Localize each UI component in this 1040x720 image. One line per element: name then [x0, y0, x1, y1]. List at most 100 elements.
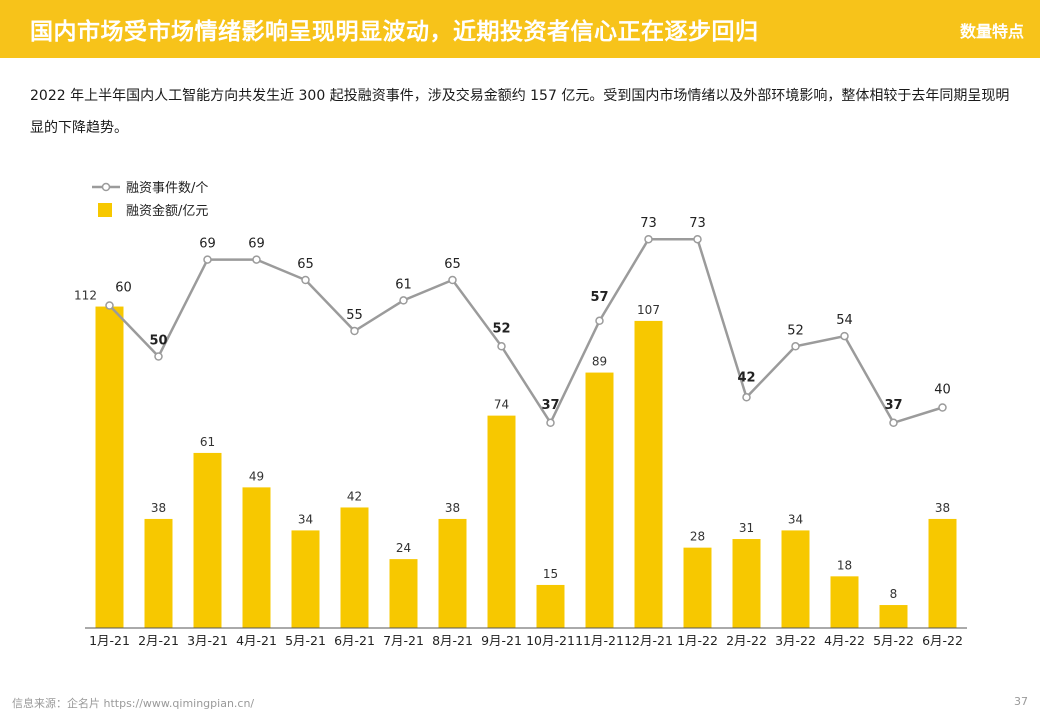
- line-point: [791, 342, 800, 351]
- line-point: [742, 393, 751, 402]
- bar: [536, 584, 565, 628]
- line-point: [595, 316, 604, 326]
- line-point: [546, 418, 555, 428]
- line-value-label: 65: [444, 257, 461, 272]
- legend-bar-swatch: [98, 203, 112, 217]
- bar-value-label: 42: [347, 489, 362, 503]
- line-point: [154, 352, 163, 361]
- line-point: [889, 418, 898, 428]
- legend-line-label: 融资事件数/个: [126, 181, 208, 196]
- x-tick-label: 3月-22: [775, 633, 816, 648]
- bar: [585, 372, 614, 628]
- line-value-label: 54: [836, 313, 853, 328]
- bar: [781, 530, 810, 628]
- header-bar: 国内市场受市场情绪影响呈现明显波动，近期投资者信心正在逐步回归 数量特点: [0, 0, 1040, 58]
- bar: [928, 518, 957, 628]
- x-tick-label: 2月-21: [138, 633, 179, 648]
- bar: [634, 320, 663, 628]
- line-point: [644, 234, 653, 244]
- line-value-label: 73: [689, 216, 706, 231]
- line-value-label: 37: [541, 398, 559, 413]
- bar-value-label: 34: [788, 512, 803, 526]
- line-point: [448, 275, 457, 285]
- line-value-label: 57: [590, 290, 608, 305]
- line-point: [105, 301, 114, 310]
- bar: [438, 518, 467, 628]
- line-value-label: 52: [492, 321, 510, 336]
- line-point: [840, 331, 849, 341]
- line-value-label: 40: [934, 383, 951, 398]
- x-tick-label: 9月-21: [481, 633, 522, 648]
- line-point: [301, 275, 310, 285]
- bar-value-label: 107: [637, 303, 660, 317]
- section-tag: 数量特点: [959, 22, 1024, 41]
- line-value-label: 52: [787, 323, 804, 338]
- bar: [340, 507, 369, 628]
- x-tick-label: 2月-22: [726, 633, 767, 648]
- line-value-label: 42: [737, 370, 755, 385]
- bar-value-label: 8: [890, 587, 898, 601]
- line-point: [938, 403, 947, 412]
- line-point: [350, 326, 359, 336]
- bar: [242, 487, 271, 628]
- legend-bar-label: 融资金额/亿元: [126, 203, 208, 219]
- bar: [144, 518, 173, 628]
- legend-line-marker: [101, 182, 111, 192]
- line-point: [203, 255, 212, 264]
- bar-value-label: 18: [837, 558, 852, 572]
- bar-value-label: 61: [200, 435, 215, 449]
- x-tick-label: 7月-21: [383, 633, 424, 648]
- bar-value-label: 38: [935, 501, 950, 515]
- bar-value-label: 49: [249, 469, 264, 483]
- x-tick-label: 3月-21: [187, 633, 228, 648]
- line-value-label: 73: [640, 216, 657, 231]
- line-value-label: 69: [199, 237, 216, 252]
- x-tick-label: 4月-22: [824, 633, 865, 648]
- line-point: [497, 342, 506, 351]
- line-value-label: 55: [346, 308, 363, 323]
- x-tick-label: 11月-21: [575, 633, 624, 648]
- bar-value-label: 112: [74, 289, 97, 303]
- source-note: 信息来源：企名片 https://www.qimingpian.cn/: [12, 697, 255, 710]
- line-value-label: 37: [884, 398, 902, 413]
- line-series: [108, 237, 943, 426]
- bar: [830, 576, 859, 628]
- bar-value-label: 38: [445, 501, 460, 515]
- line-value-label: 50: [149, 334, 167, 349]
- line-value-label: 61: [395, 277, 412, 292]
- x-tick-label: 8月-21: [432, 633, 473, 648]
- line-point: [693, 234, 702, 244]
- x-tick-label: 6月-21: [334, 633, 375, 648]
- summary-text: 2022 年上半年国内人工智能方向共发生近 300 起投融资事件，涉及交易金额约…: [30, 88, 1010, 136]
- x-tick-label: 5月-21: [285, 633, 326, 648]
- bar-value-label: 31: [739, 521, 754, 535]
- bar: [732, 539, 761, 628]
- x-tick-label: 10月-21: [526, 633, 575, 648]
- page-number: 37: [1014, 695, 1028, 708]
- line-point: [252, 255, 261, 264]
- x-tick-label: 5月-22: [873, 633, 914, 648]
- bar: [683, 547, 712, 628]
- line-value-label: 69: [248, 237, 265, 252]
- x-tick-label: 4月-21: [236, 633, 277, 648]
- bar-value-label: 89: [592, 355, 607, 369]
- bar-value-label: 15: [543, 567, 558, 581]
- bar: [389, 559, 418, 628]
- x-tick-label: 1月-21: [89, 633, 130, 648]
- bar: [487, 415, 516, 628]
- line-value-label: 60: [115, 281, 132, 296]
- x-tick-label: 1月-22: [677, 633, 718, 648]
- bar-value-label: 34: [298, 512, 313, 526]
- bar: [879, 605, 908, 628]
- bar: [193, 452, 222, 628]
- bar-value-label: 74: [494, 398, 509, 412]
- line-value-label: 65: [297, 257, 314, 272]
- page-title: 国内市场受市场情绪影响呈现明显波动，近期投资者信心正在逐步回归: [30, 19, 759, 45]
- line-point: [399, 296, 408, 305]
- bar-value-label: 38: [151, 501, 166, 515]
- bar-value-label: 28: [690, 530, 705, 544]
- bar: [291, 530, 320, 628]
- x-tick-label: 12月-21: [624, 633, 673, 648]
- bar-value-label: 24: [396, 541, 411, 555]
- combo-chart: 112 38 61 49 34 42 24 38 74 15 89 107 28 31 34 18 8 38 1月-…: [74, 181, 967, 648]
